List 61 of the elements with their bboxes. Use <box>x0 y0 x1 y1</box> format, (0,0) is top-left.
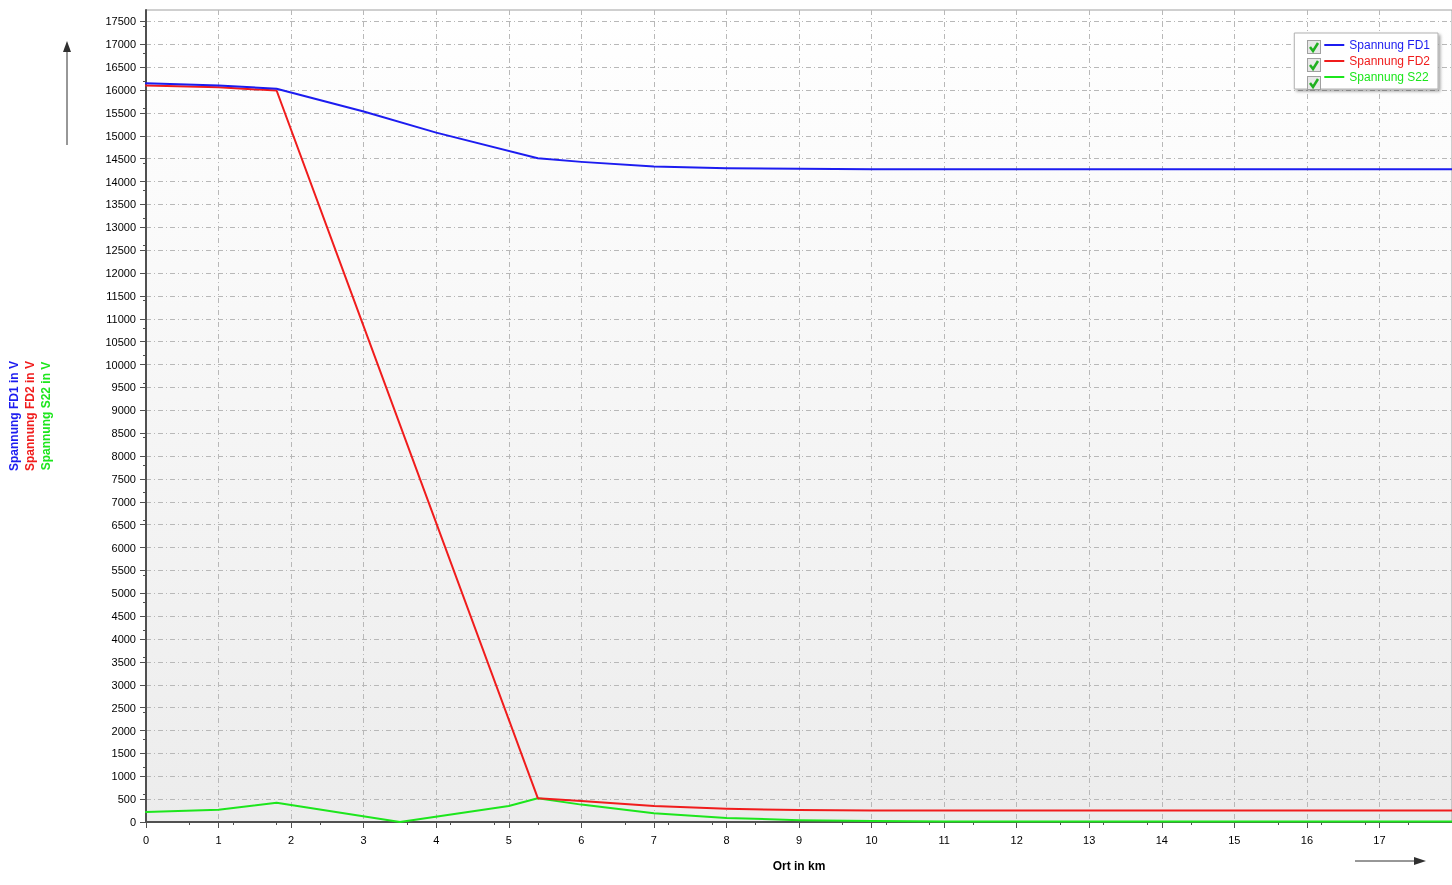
legend-label: Spannung S22 <box>1349 70 1430 84</box>
y-tick-label: 14500 <box>105 152 136 165</box>
x-tick-label: 9 <box>795 833 803 846</box>
x-axis-title: Ort in km <box>772 859 826 873</box>
x-tick-label: 10 <box>865 833 878 846</box>
y-tick-label: 5000 <box>111 587 136 600</box>
y-tick-label: 2000 <box>111 724 136 737</box>
x-tick-label: 7 <box>650 833 657 846</box>
x-tick-label: 8 <box>723 833 730 846</box>
line-series <box>145 82 1452 171</box>
x-tick-label: 0 <box>142 833 150 846</box>
x-tick-label: 17 <box>1373 833 1386 846</box>
y-tick-label: 2500 <box>111 701 136 714</box>
y-tick-label: 15000 <box>105 129 136 142</box>
y-tick-label: 9000 <box>111 404 136 417</box>
y-tick-label: 11000 <box>106 312 136 325</box>
x-tick-label: 4 <box>433 833 440 846</box>
y-tick-label: 17500 <box>105 15 136 28</box>
x-tick-label: 14 <box>1155 833 1168 846</box>
y-tick-label: 15500 <box>105 106 136 119</box>
y-tick-label: 13000 <box>105 221 136 234</box>
y-tick-label: 17000 <box>105 38 136 51</box>
x-tick-label: 16 <box>1300 833 1314 846</box>
y-tick-label: 1000 <box>111 770 136 783</box>
y-tick-label: 8500 <box>111 427 136 440</box>
x-tick-label: 2 <box>288 833 295 846</box>
y-tick-label: 500 <box>117 793 136 806</box>
y-tick-label: 13500 <box>105 198 136 211</box>
y-tick-label: 4500 <box>111 610 136 623</box>
line-series <box>145 84 1452 812</box>
y-tick-label: 1500 <box>111 747 136 760</box>
y-axis-title: Spannung FD1 in V Spannung FD2 in V Spannung S22 in V <box>7 361 53 471</box>
x-tick-label: 11 <box>938 833 950 846</box>
y-tick-label: 10500 <box>105 335 136 348</box>
y-tick-label: 5500 <box>111 564 136 577</box>
x-tick-label: 6 <box>578 833 585 846</box>
x-tick-label: 5 <box>505 833 512 846</box>
y-tick-label: 6000 <box>111 541 136 554</box>
x-tick-label: 13 <box>1083 833 1096 846</box>
y-tick-label: 8000 <box>111 450 136 463</box>
y-tick-label: 12500 <box>105 244 136 257</box>
y-tick-label: 3500 <box>111 655 136 668</box>
y-tick-label: 7500 <box>111 472 136 485</box>
x-tick-label: 1 <box>215 833 222 846</box>
y-tick-label: 16000 <box>105 84 136 97</box>
y-tick-label: 0 <box>129 816 136 828</box>
y-tick-label: 4000 <box>111 633 136 646</box>
y-tick-label: 6500 <box>111 518 136 531</box>
y-tick-label: 3000 <box>111 678 136 691</box>
y-tick-label: 9500 <box>111 381 136 394</box>
legend-label: Spannung FD2 <box>1349 54 1431 68</box>
x-tick-label: 15 <box>1228 833 1241 846</box>
x-tick-label: 3 <box>360 833 367 846</box>
legend-label: Spannung FD1 <box>1349 38 1431 52</box>
y-tick-label: 10000 <box>105 358 136 371</box>
y-tick-label: 11500 <box>106 289 136 302</box>
x-tick-label: 12 <box>1010 833 1023 846</box>
y-tick-label: 16500 <box>105 61 136 74</box>
y-tick-label: 7000 <box>111 495 136 508</box>
y-tick-label: 14000 <box>105 175 136 188</box>
y-tick-label: 12000 <box>105 267 136 280</box>
